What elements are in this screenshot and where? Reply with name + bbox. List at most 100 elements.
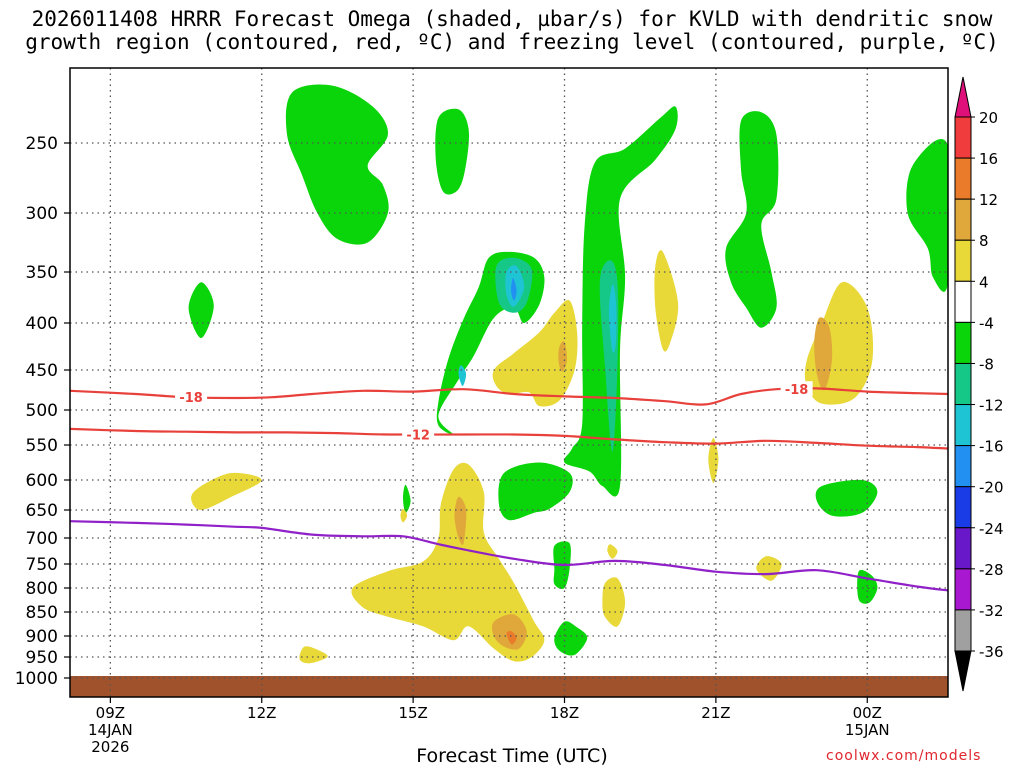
- contour-label-2: -12: [406, 429, 430, 444]
- colorbar-label-13: -32: [979, 602, 1004, 620]
- colorbar-label-6: -4: [979, 314, 994, 332]
- y-tick-label-950: 950: [26, 648, 58, 668]
- colorbar-bin-12: [954, 568, 972, 611]
- colorbar-label-9: -16: [979, 438, 1004, 456]
- colorbar: 20 16 12 8 4 -4 -8 -12 -16 -20 -24 -28 -32 -36: [954, 76, 1004, 692]
- colorbar-label-12: -28: [979, 561, 1004, 579]
- y-tick-label-600: 600: [26, 471, 58, 491]
- y-tick-label-550: 550: [26, 436, 58, 456]
- omega-region-21: [492, 299, 578, 407]
- omega-region-1: [285, 84, 389, 245]
- colorbar-bin-4: [954, 239, 972, 282]
- y-tick-label-500: 500: [26, 401, 58, 421]
- contour-line-3: [70, 520, 948, 592]
- y-tick-label-700: 700: [26, 529, 58, 549]
- omega-region-12: [554, 621, 588, 656]
- colorbar-label-10: -20: [979, 479, 1004, 497]
- x-tick-label-12Z: 12Z: [247, 704, 276, 722]
- colorbar-bin-10: [954, 486, 972, 529]
- omega-region-8: [188, 282, 214, 339]
- ground-surface: [70, 676, 948, 697]
- omega-region-27: [708, 438, 719, 483]
- colorbar-bin-8: [954, 404, 972, 447]
- omega-region-20: [191, 472, 262, 511]
- y-tick-label-450: 450: [26, 361, 58, 381]
- contour-line-2: [70, 427, 948, 450]
- colorbar-label-5: 4: [979, 273, 989, 291]
- colorbar-label-7: -8: [979, 355, 994, 373]
- x-tick-sub1-00Z: 15JAN: [845, 721, 890, 739]
- grid-lines: [70, 68, 948, 697]
- omega-region-19: [510, 278, 517, 301]
- y-tick-label-250: 250: [26, 134, 58, 154]
- omega-region-26: [602, 577, 626, 627]
- colorbar-under-arrow: [954, 650, 972, 692]
- colorbar-bin-5: [954, 280, 972, 323]
- y-tick-label-850: 850: [26, 603, 58, 623]
- omega-region-13: [403, 484, 411, 513]
- y-tick-label-1000: 1000: [15, 669, 58, 689]
- credit-link[interactable]: coolwx.com/models: [826, 748, 982, 764]
- omega-region-24: [351, 462, 545, 662]
- colorbar-label-1: 20: [979, 109, 998, 127]
- y-axis: 250 300 350 400 450 500 550 600 650 700 750 800 850 9…: [15, 134, 70, 689]
- chart-title-line-2: growth region (contoured, red, ºC) and f…: [25, 30, 999, 54]
- omega-region-28: [756, 556, 782, 581]
- colorbar-bin-2: [954, 157, 972, 200]
- x-tick-label-00Z: 00Z: [853, 704, 882, 722]
- colorbar-label-11: -24: [979, 520, 1004, 538]
- omega-region-34: [814, 317, 833, 391]
- colorbar-bin-7: [954, 362, 972, 406]
- omega-region-7: [498, 462, 573, 521]
- y-tick-label-400: 400: [26, 314, 58, 334]
- plot-frame: [69, 67, 949, 698]
- omega-region-30: [400, 508, 408, 523]
- x-tick-sub1-09Z: 14JAN: [88, 721, 133, 739]
- x-tick-label-21Z: 21Z: [701, 704, 730, 722]
- colorbar-label-8: -12: [979, 397, 1004, 415]
- colorbar-bin-6: [954, 321, 972, 364]
- colorbar-bin-3: [954, 198, 972, 241]
- colorbar-bin-11: [954, 527, 972, 570]
- contour-label-bg-1b: [780, 381, 813, 397]
- colorbar-bin-1: [954, 116, 972, 159]
- y-tick-label-300: 300: [26, 204, 58, 224]
- omega-region-35: [506, 630, 517, 645]
- colorbar-bin-9: [954, 445, 972, 488]
- contour-label-1: -18: [179, 391, 203, 406]
- contour-label-bg-1: [175, 389, 208, 405]
- y-tick-label-650: 650: [26, 501, 58, 521]
- omega-region-4: [725, 111, 779, 328]
- x-axis-label: Forecast Time (UTC): [416, 745, 608, 767]
- x-tick-sub2-09Z: 2026: [91, 738, 129, 756]
- omega-region-22: [654, 250, 679, 352]
- omega-region-5: [906, 139, 948, 292]
- colorbar-label-2: 16: [979, 150, 998, 168]
- ground-layer: [70, 676, 948, 697]
- omega-region-25: [607, 544, 618, 559]
- colorbar-label-3: 12: [979, 191, 998, 209]
- omega-region-2: [435, 108, 470, 195]
- plot-border: [69, 67, 949, 698]
- contour-label-1b: -18: [785, 383, 809, 398]
- temperature-contours: -18 -12 -18: [70, 381, 948, 592]
- omega-shading: [188, 84, 948, 664]
- x-tick-label-09Z: 09Z: [96, 704, 125, 722]
- colorbar-label-14: -36: [979, 643, 1004, 661]
- y-tick-label-750: 750: [26, 555, 58, 575]
- x-tick-label-18Z: 18Z: [550, 704, 579, 722]
- y-tick-label-900: 900: [26, 627, 58, 647]
- omega-region-18: [458, 365, 467, 386]
- colorbar-over-arrow: [954, 76, 972, 118]
- omega-region-9: [815, 479, 878, 517]
- colorbar-bin-13: [954, 609, 972, 652]
- omega-region-3: [563, 106, 678, 497]
- chart-title-line-1: 2026011408 HRRR Forecast Omega (shaded, …: [31, 7, 993, 31]
- omega-region-29: [299, 646, 328, 664]
- y-tick-label-350: 350: [26, 263, 58, 283]
- x-tick-label-15Z: 15Z: [398, 704, 427, 722]
- omega-region-17: [608, 284, 617, 353]
- omega-region-31: [454, 496, 467, 546]
